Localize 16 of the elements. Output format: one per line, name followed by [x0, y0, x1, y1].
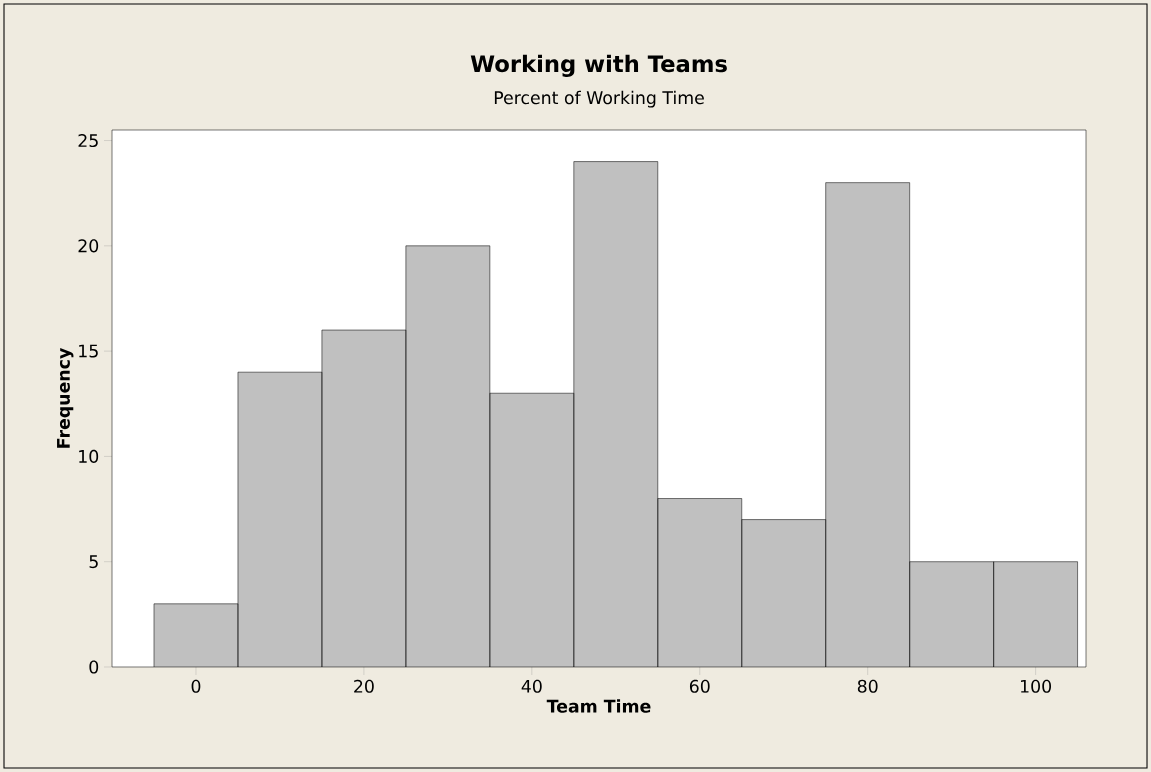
chart-subtitle: Percent of Working Time — [494, 90, 704, 108]
y-tick-label: 25 — [78, 133, 98, 148]
x-tick-label: 0 — [191, 679, 201, 693]
x-tick-label: 100 — [1021, 679, 1052, 693]
y-tick-label: 5 — [89, 555, 98, 569]
chart-title: Working with Teams — [470, 54, 727, 77]
x-tick-label: 80 — [857, 679, 878, 693]
x-axis-title: Team Time — [546, 699, 651, 713]
y-tick-label: 0 — [89, 660, 99, 674]
y-tick-label: 20 — [78, 239, 99, 253]
y-tick-label: 10 — [79, 449, 99, 463]
y-axis-title: Frequency — [57, 348, 74, 448]
y-tick-label: 15 — [79, 344, 98, 358]
x-tick-label: 60 — [689, 679, 710, 693]
x-tick-label: 40 — [521, 679, 542, 693]
x-tick-label: 20 — [354, 679, 374, 693]
